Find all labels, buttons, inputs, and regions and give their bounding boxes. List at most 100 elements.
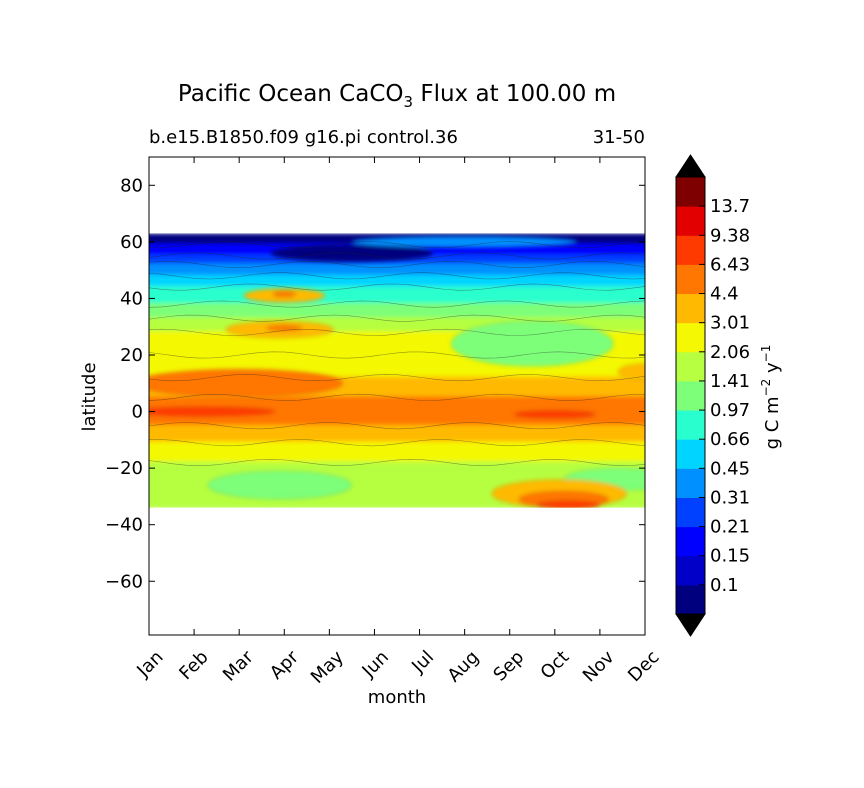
y-tick-label: −60 (105, 571, 143, 592)
chart-subtitle-left: b.e15.B1850.f09 g16.pi control.36 (149, 127, 458, 148)
contour-line (149, 260, 645, 269)
colorbar-swatch (676, 177, 705, 207)
contour-feature (272, 291, 296, 298)
contour-feature (207, 470, 353, 500)
colorbar-swatch (676, 555, 705, 586)
x-tick-label: Mar (219, 646, 258, 685)
colorbar-label-exp2: −1 (759, 345, 773, 363)
y-tick-label: 60 (120, 232, 143, 253)
contour-line (149, 439, 645, 447)
x-axis-label: month (368, 687, 426, 708)
contour-feature (351, 235, 578, 248)
colorbar-tick-label: 0.1 (710, 575, 739, 596)
contour-line (149, 283, 645, 291)
plot-frame (148, 156, 646, 636)
x-tick-label: Jul (407, 647, 438, 678)
contour-field (149, 157, 645, 635)
colorbar-extend-high (675, 154, 706, 178)
colorbar-swatch (676, 206, 705, 236)
chart-title-rest: Flux at 100.00 m (413, 81, 616, 107)
contour-feature (270, 244, 434, 262)
x-tick-label: Jun (358, 647, 393, 682)
y-tick-label: 80 (120, 175, 143, 196)
contour-line (149, 272, 645, 280)
colorbar-swatch (676, 439, 705, 469)
contour-band (149, 303, 645, 320)
contour-band (149, 263, 645, 277)
x-tick-label: Feb (175, 647, 212, 684)
colorbar-label-main: g C m (762, 396, 783, 449)
y-tick-label: 0 (132, 402, 143, 423)
y-tick-label: −40 (105, 515, 143, 536)
colorbar-swatch (676, 526, 705, 557)
colorbar-extend-low (675, 613, 706, 637)
colorbar-swatch (676, 293, 705, 324)
contour-line (149, 422, 645, 430)
x-tick-label: Dec (624, 647, 663, 686)
colorbar-label-mid: y (762, 362, 783, 379)
contour-band (149, 274, 645, 289)
contour-band (149, 441, 645, 464)
x-tick-label: May (307, 646, 348, 687)
y-tick-label: 20 (120, 345, 143, 366)
contour-line (149, 241, 645, 249)
y-axis-label: latitude (79, 362, 100, 431)
x-tick-label: Sep (489, 647, 528, 686)
contour-line (149, 458, 645, 467)
contour-feature (513, 410, 596, 419)
x-tick-label: Oct (537, 647, 574, 684)
plot-area (148, 156, 646, 636)
contour-line (149, 300, 645, 308)
x-tick-label: Aug (444, 647, 484, 687)
x-tick-label: Apr (266, 646, 303, 683)
contour-band (149, 424, 645, 444)
chart-title-main: Pacific Ocean CaCO (178, 81, 404, 107)
chart-subtitle-right: 31-50 (593, 127, 645, 148)
colorbar-label-exp1: −2 (759, 379, 773, 397)
colorbar-swatch (676, 264, 705, 295)
contour-band (149, 286, 645, 306)
colorbar-tick-label: 0.45 (710, 458, 750, 479)
colorbar-tick-label: 4.4 (710, 284, 739, 305)
colorbar-swatch (676, 351, 705, 382)
chart-title-subscript: 3 (404, 93, 414, 111)
x-tick-label: Jan (132, 647, 167, 682)
colorbar-swatch (676, 322, 705, 353)
colorbar-tick-label: 0.15 (710, 546, 750, 567)
colorbar-tick-label: 0.97 (710, 400, 750, 421)
contour-feature (450, 320, 614, 367)
no-data-south (149, 507, 645, 635)
colorbar-swatch (676, 497, 705, 528)
colorbar-swatch (676, 410, 705, 440)
x-tick-label: Nov (579, 646, 619, 686)
colorbar-tick-label: 3.01 (710, 313, 750, 334)
colorbar-tick-label: 0.21 (710, 517, 750, 538)
y-tick-label: −20 (105, 458, 143, 479)
contour-feature (149, 406, 276, 417)
colorbar-tick-label: 0.31 (710, 487, 750, 508)
chart-title: Pacific Ocean CaCO3 Flux at 100.00 m (178, 81, 616, 111)
y-tick-label: 40 (120, 288, 143, 309)
contour-line (149, 393, 645, 401)
colorbar-swatch (676, 380, 705, 411)
contour-features (149, 235, 645, 510)
colorbar-swatch (676, 235, 705, 265)
colorbar-frame (675, 176, 706, 615)
colorbar-tick-label: 6.43 (710, 254, 750, 275)
colorbar-tick-label: 13.7 (710, 196, 750, 217)
contour-line (149, 314, 645, 322)
y-axis: 80 60 40 20 0 −20 −40 −60 (105, 175, 645, 592)
colorbar-tick-label: 9.38 (710, 225, 750, 246)
colorbar-tick-label: 0.66 (710, 429, 750, 450)
contour-line (149, 252, 645, 260)
colorbar-swatch (676, 584, 705, 615)
contour-feature (149, 368, 344, 398)
no-data-north (149, 157, 645, 234)
contour-line (149, 374, 645, 382)
colorbar-swatch (676, 468, 705, 498)
contour-line (149, 351, 645, 359)
colorbar-tick-label: 2.06 (710, 342, 750, 363)
contour-line (149, 328, 645, 336)
contour-feature (265, 324, 303, 332)
